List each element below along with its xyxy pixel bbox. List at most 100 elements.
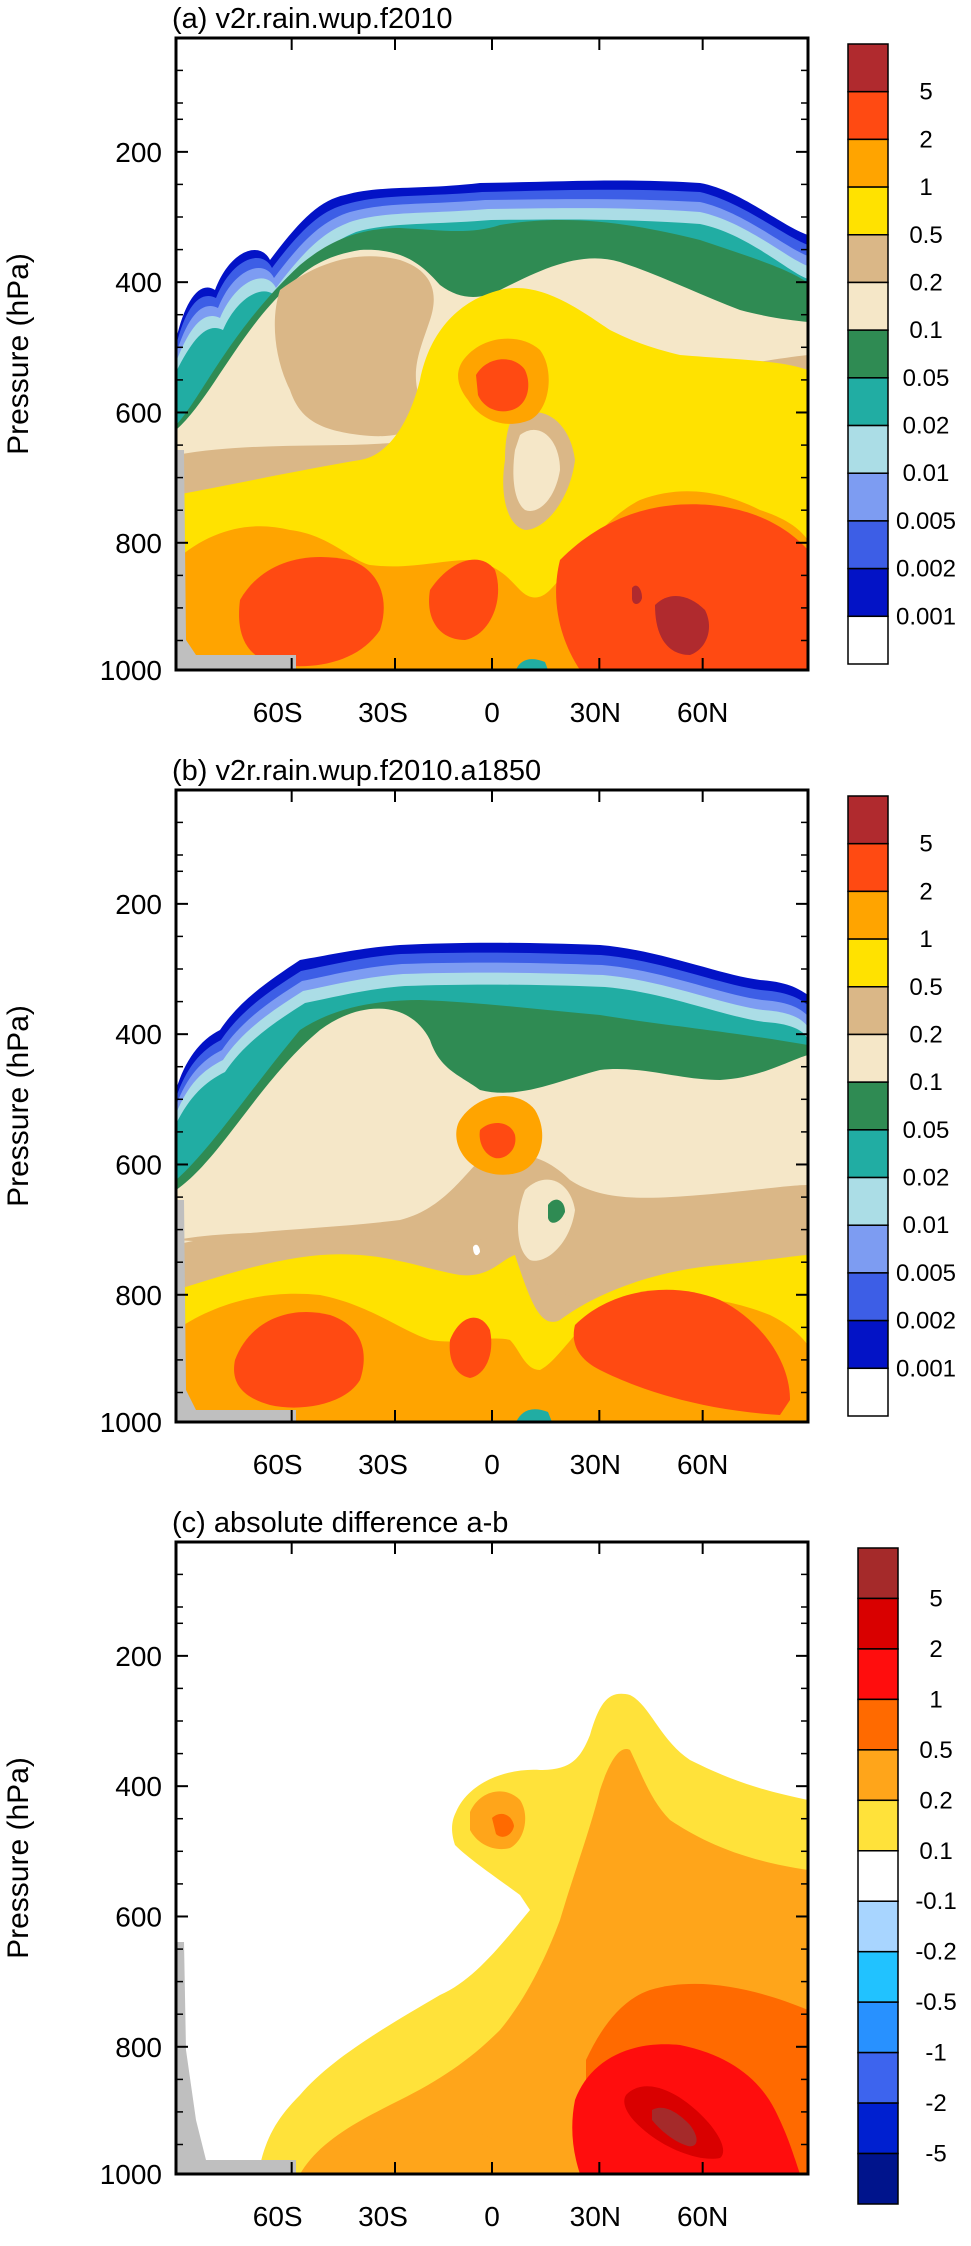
panel-b-minor-ticks (176, 821, 808, 1394)
panel-b-xtick-30n: 30N (570, 1449, 621, 1480)
colorbar-box (857, 1749, 899, 1802)
colorbar-box (847, 986, 889, 1036)
colorbar-label: 0.001 (896, 1355, 956, 1382)
colorbar-label: 0.005 (896, 508, 956, 535)
panel-a-contours (176, 180, 808, 670)
panel-a-ylabel: Pressure (hPa) (2, 253, 35, 455)
colorbar-box (857, 1698, 899, 1751)
colorbar-label: 0.01 (903, 460, 950, 487)
colorbar-label: -0.5 (915, 1989, 956, 2016)
panel-b-ytick-200: 200 (115, 889, 162, 920)
colorbar-box (847, 90, 889, 141)
panel-c-ytick-400: 400 (115, 1771, 162, 1802)
colorbar-label: 0.1 (919, 1838, 952, 1865)
colorbar-label: 2 (929, 1636, 942, 1663)
panel-c-xtick-60s: 60S (253, 2201, 303, 2232)
colorbar-label: 0.5 (909, 974, 942, 1001)
colorbar-box (857, 1900, 899, 1953)
panel-c-colorbar: 5 2 1 0.5 0.2 0.1 -0.1 -0.2 -0.5 -1 -2 -5 (857, 1547, 957, 2205)
colorbar-box (847, 329, 889, 379)
colorbar-label: 0.5 (919, 1737, 952, 1764)
panel-a-ytick-200: 200 (115, 137, 162, 168)
panel-b-colorbar: 5 2 1 0.5 0.2 0.1 0.05 0.02 0.01 0.005 0.002 0.001 (847, 795, 956, 1417)
panel-c-xtick-60n: 60N (677, 2201, 728, 2232)
colorbar-label: 0.2 (909, 1021, 942, 1048)
colorbar-label: 2 (919, 126, 932, 153)
panel-b-ytick-1000: 1000 (100, 1407, 162, 1438)
colorbar-label: 0.2 (919, 1787, 952, 1814)
colorbar-box (847, 795, 889, 845)
colorbar-box (857, 1597, 899, 1650)
colorbar-label: 0.1 (909, 317, 942, 344)
colorbar-box (847, 615, 889, 665)
panel-a-xtick-60n: 60N (677, 697, 728, 728)
colorbar-box (847, 842, 889, 893)
panel-a-title: (a) v2r.rain.wup.f2010 (172, 3, 452, 35)
panel-c-ytick-200: 200 (115, 1641, 162, 1672)
colorbar-box (847, 1081, 889, 1131)
colorbar-label: 5 (929, 1585, 942, 1612)
panel-c-ytick-1000: 1000 (100, 2159, 162, 2190)
colorbar-box (847, 938, 889, 988)
colorbar-label: 0.01 (903, 1212, 950, 1239)
colorbar-box (857, 2001, 899, 2054)
colorbar-box (857, 2051, 899, 2104)
colorbar-label: 0.5 (909, 222, 942, 249)
panel-b-contours (176, 942, 808, 1422)
colorbar-box (847, 1129, 889, 1179)
colorbar-box (847, 890, 889, 940)
colorbar-box (857, 2102, 899, 2155)
panel-a-ytick-1000: 1000 (100, 655, 162, 686)
colorbar-box (847, 186, 889, 236)
colorbar-box (857, 1950, 899, 2003)
panel-c-xtick-30s: 30S (358, 2201, 408, 2232)
panel-b-title: (b) v2r.rain.wup.f2010.a1850 (172, 755, 541, 787)
colorbar-label: 0.02 (903, 1165, 950, 1192)
colorbar-label: 0.002 (896, 1308, 956, 1335)
colorbar-label: 0.02 (903, 413, 950, 440)
colorbar-label: 0.002 (896, 556, 956, 583)
colorbar-label: 0.05 (903, 365, 950, 392)
panel-c-contours (176, 1693, 808, 2174)
colorbar-box (847, 377, 889, 427)
colorbar-box (857, 1547, 899, 1600)
colorbar-box (847, 1176, 889, 1226)
panel-c-xtick-30n: 30N (570, 2201, 621, 2232)
panel-c-ytick-600: 600 (115, 1901, 162, 1932)
panel-c-xtick-0: 0 (484, 2201, 500, 2232)
panel-b-xtick-30s: 30S (358, 1449, 408, 1480)
panel-c-ylabel: Pressure (hPa) (2, 1757, 35, 1959)
colorbar-label: -0.1 (915, 1888, 956, 1915)
colorbar-label: 1 (919, 174, 932, 201)
colorbar-box (847, 1272, 889, 1322)
colorbar-label: -1 (925, 2040, 946, 2067)
colorbar-label: 5 (919, 79, 932, 106)
colorbar-box (857, 1799, 899, 1852)
colorbar-box (847, 281, 889, 331)
colorbar-label: -5 (925, 2141, 946, 2168)
colorbar-box (857, 1648, 899, 1701)
panel-b: (b) v2r.rain.wup.f2010.a1850 (2, 755, 956, 1480)
panel-a-xtick-30n: 30N (570, 697, 621, 728)
colorbar-box (857, 2152, 899, 2205)
colorbar-box (847, 1367, 889, 1417)
panel-b-axes (176, 790, 808, 1422)
panel-a: (a) v2r.rain.wup.f2010 (2, 3, 956, 728)
colorbar-label: 0.05 (903, 1117, 950, 1144)
colorbar-label: 0.001 (896, 603, 956, 630)
panel-c-axes (176, 1542, 808, 2174)
panel-a-xtick-0: 0 (484, 697, 500, 728)
colorbar-box (847, 1033, 889, 1083)
colorbar-box (847, 234, 889, 284)
panel-b-xtick-0: 0 (484, 1449, 500, 1480)
panel-b-xtick-60n: 60N (677, 1449, 728, 1480)
colorbar-box (847, 520, 889, 570)
panel-b-ylabel: Pressure (hPa) (2, 1005, 35, 1207)
colorbar-label: 1 (929, 1686, 942, 1713)
panel-c-title: (c) absolute difference a-b (172, 1507, 508, 1539)
colorbar-label: 0.005 (896, 1260, 956, 1287)
panel-b-ytick-400: 400 (115, 1019, 162, 1050)
panel-c: (c) absolute difference a-b (2, 1507, 957, 2232)
panel-a-minor-ticks (176, 69, 808, 642)
